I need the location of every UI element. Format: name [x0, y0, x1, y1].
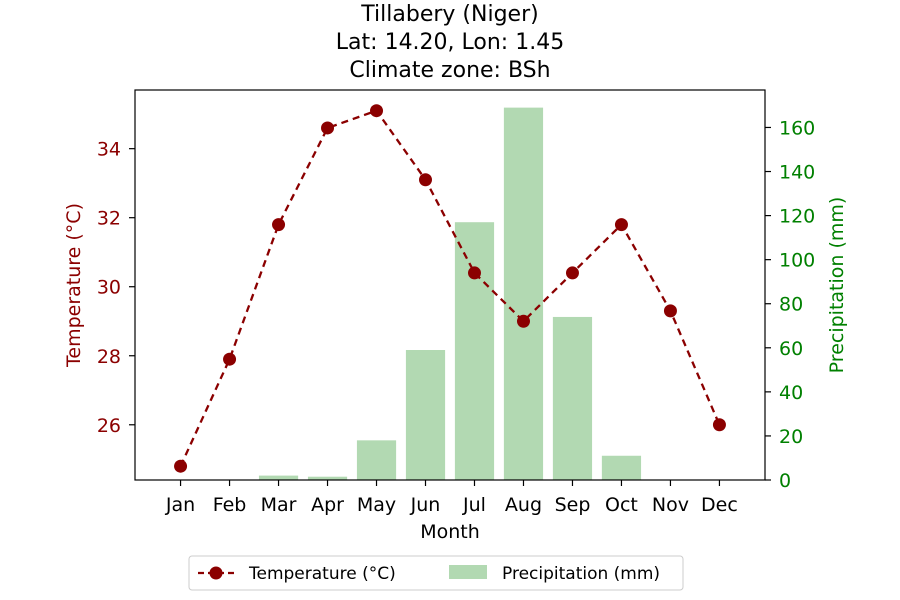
x-tick-label-apr: Apr: [311, 494, 344, 516]
x-tick-label-jan: Jan: [165, 494, 195, 516]
chart-title-line-3: Climate zone: BSh: [349, 58, 550, 83]
precipitation-bar-sep: [552, 316, 593, 480]
temperature-series-line: [179, 109, 721, 467]
temperature-point-nov: [663, 304, 677, 318]
y-axis-left-label: Temperature (°C): [63, 203, 85, 368]
x-axis: Jan Feb Mar Apr May Jun Jul Aug Sep Oct Nov Dec: [165, 480, 738, 516]
temperature-point-aug: [516, 314, 530, 328]
x-tick-label-mar: Mar: [261, 494, 297, 516]
temperature-point-dec: [712, 418, 726, 432]
precipitation-bars: [258, 107, 642, 481]
precipitation-bar-apr: [307, 476, 348, 480]
precipitation-bar-mar: [258, 475, 299, 480]
y-axis-left: 26 28 30 32 34: [97, 139, 135, 437]
temperature-point-jul: [467, 266, 481, 280]
x-tick-label-feb: Feb: [213, 494, 247, 516]
x-tick-label-dec: Dec: [701, 494, 738, 516]
temperature-point-mar: [272, 218, 286, 232]
y-right-tick-label: 0: [779, 470, 791, 492]
y-left-tick-label: 30: [97, 277, 121, 299]
chart-title: Tillabery (Niger) Lat: 14.20, Lon: 1.45 Cl…: [336, 2, 564, 83]
legend: Temperature (°C) Precipitation (mm): [188, 555, 684, 591]
plot-frame: [134, 89, 766, 481]
y-right-tick-label: 60: [779, 338, 803, 360]
temperature-point-oct: [614, 218, 628, 232]
y-left-tick-label: 34: [97, 139, 121, 161]
precipitation-bar-aug: [503, 107, 544, 480]
y-left-tick-label: 26: [97, 415, 121, 437]
y-right-tick-label: 80: [779, 294, 803, 316]
legend-precipitation-swatch: [449, 565, 487, 579]
legend-precipitation-label: Precipitation (mm): [502, 564, 660, 584]
temperature-line: [174, 104, 726, 473]
temperature-point-sep: [565, 266, 579, 280]
chart-title-line-1: Tillabery (Niger): [360, 2, 538, 27]
x-tick-label-oct: Oct: [605, 494, 638, 516]
x-tick-label-jul: Jul: [462, 494, 486, 516]
temperature-point-jun: [419, 173, 433, 187]
temperature-point-apr: [321, 121, 335, 135]
precipitation-bar-jun: [405, 350, 446, 480]
temperature-point-feb: [223, 352, 237, 366]
legend-temperature-marker: [209, 566, 223, 580]
x-tick-label-jun: Jun: [410, 494, 441, 516]
y-axis-right: 0 20 40 60 80 100 120 140 160: [765, 117, 815, 492]
chart-title-line-2: Lat: 14.20, Lon: 1.45: [336, 30, 564, 55]
x-tick-label-aug: Aug: [505, 494, 542, 516]
y-right-tick-label: 20: [779, 426, 803, 448]
x-axis-label: Month: [420, 521, 480, 543]
legend-temperature-label: Temperature (°C): [248, 564, 396, 584]
precipitation-bar-may: [356, 440, 397, 480]
y-axis-right-label: Precipitation (mm): [826, 197, 848, 374]
temperature-point-jan: [174, 459, 188, 473]
x-tick-label-may: May: [357, 494, 396, 516]
y-left-tick-label: 28: [97, 346, 121, 368]
y-left-tick-label: 32: [97, 208, 121, 230]
y-right-tick-label: 40: [779, 382, 803, 404]
precipitation-bar-oct: [601, 455, 642, 480]
y-right-tick-label: 140: [779, 162, 815, 184]
y-right-tick-label: 160: [779, 117, 815, 139]
temperature-point-may: [370, 104, 384, 118]
y-right-tick-label: 120: [779, 206, 815, 228]
x-tick-label-sep: Sep: [555, 494, 591, 516]
y-right-tick-label: 100: [779, 250, 815, 272]
legend-frame: [188, 555, 684, 591]
precipitation-bar-jul: [454, 222, 495, 481]
x-tick-label-nov: Nov: [652, 494, 689, 516]
